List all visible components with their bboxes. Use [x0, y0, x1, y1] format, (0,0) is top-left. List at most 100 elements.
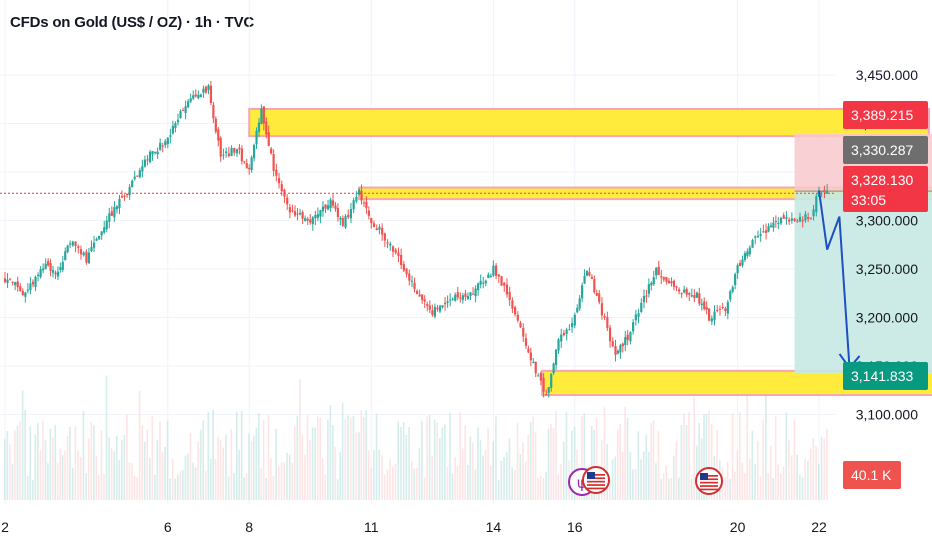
candle	[724, 308, 727, 311]
candle	[741, 259, 744, 266]
candle	[529, 352, 532, 361]
flag-stripe	[587, 484, 605, 486]
candle	[660, 276, 663, 278]
volume-bar	[793, 419, 796, 500]
candle	[477, 283, 480, 291]
volume-bar	[174, 478, 177, 500]
volume-bar	[278, 466, 280, 500]
candle	[298, 213, 302, 215]
volume-bar	[270, 458, 272, 500]
us-flag-icon[interactable]	[695, 467, 723, 495]
take-profit-area[interactable]	[794, 191, 932, 374]
volume-bar	[456, 465, 459, 500]
candle	[734, 274, 737, 286]
volume-bar	[734, 471, 736, 500]
volume-bar	[341, 402, 344, 500]
candle	[690, 295, 693, 297]
volume-bar	[472, 442, 474, 500]
candle	[436, 307, 439, 310]
volume-bar	[324, 474, 327, 500]
volume-bar	[336, 479, 339, 500]
volume-bar	[166, 420, 169, 500]
candle	[286, 197, 289, 205]
candle	[487, 274, 490, 279]
volume-bar	[39, 450, 42, 500]
candle	[59, 267, 62, 270]
candle	[146, 159, 149, 161]
candle	[503, 282, 506, 286]
candle	[718, 308, 722, 310]
candle	[169, 135, 172, 137]
zone-rectangle[interactable]	[248, 107, 930, 138]
us-flag-icon[interactable]	[582, 466, 610, 494]
candle	[85, 251, 88, 263]
candle	[166, 137, 169, 145]
volume-bar	[516, 422, 519, 500]
volume-bar	[537, 477, 539, 500]
volume-bar	[98, 475, 100, 500]
candle	[179, 111, 182, 119]
price-label-badge: 3,141.833	[843, 362, 928, 390]
candle	[456, 292, 459, 298]
candle	[21, 290, 24, 295]
candle	[194, 94, 197, 97]
candle	[95, 238, 98, 241]
volume-bar	[645, 434, 648, 500]
candle	[103, 227, 106, 233]
flag-stripe	[587, 480, 605, 483]
candle	[459, 297, 462, 299]
candle	[357, 189, 361, 195]
volume-bar	[729, 478, 731, 500]
candle	[362, 202, 366, 204]
volume-bar	[754, 464, 756, 500]
candle	[123, 195, 126, 197]
candle	[240, 148, 243, 162]
candle	[738, 262, 742, 267]
volume-bar	[123, 435, 126, 500]
candle	[141, 166, 144, 172]
candle	[662, 277, 665, 280]
volume-bar	[583, 413, 586, 500]
candle	[614, 345, 617, 355]
candle	[189, 98, 192, 102]
candle	[595, 293, 598, 296]
volume-bar	[739, 412, 741, 500]
volume-bar	[148, 458, 151, 500]
volume-bar	[614, 456, 617, 500]
event-badges[interactable]: ψ	[568, 466, 723, 496]
volume-bar	[804, 458, 807, 500]
flag-stripe	[700, 475, 718, 477]
candle	[497, 274, 500, 277]
event-glyph: ψ	[577, 474, 587, 492]
volume-bar	[169, 478, 171, 500]
volume-bar	[227, 476, 230, 500]
candle	[64, 251, 67, 261]
candle	[820, 190, 823, 192]
volume-bar	[19, 421, 21, 500]
candle	[729, 291, 732, 300]
volume-bar	[4, 439, 6, 500]
time-axis[interactable]: 2681114162022252830	[1, 519, 932, 535]
candle	[243, 161, 246, 163]
candle	[164, 141, 167, 146]
volume-bar	[296, 415, 299, 500]
candle	[762, 231, 765, 233]
volume-bar	[818, 464, 820, 500]
volume-bar	[662, 473, 665, 500]
volume-bar	[418, 447, 421, 500]
candle	[464, 293, 467, 297]
time-tick-label: 22	[811, 519, 827, 535]
volume-bar	[652, 420, 655, 500]
volume-bar	[151, 415, 154, 500]
projection-path[interactable]	[818, 190, 851, 369]
candle	[306, 218, 309, 221]
candle	[24, 292, 27, 297]
volume-bar	[807, 460, 809, 500]
candle	[578, 298, 581, 309]
candle	[446, 301, 449, 303]
candle	[54, 272, 57, 275]
candle	[454, 294, 457, 301]
volume-bar	[110, 447, 113, 500]
price-label-value: 3,389.215	[851, 107, 913, 123]
